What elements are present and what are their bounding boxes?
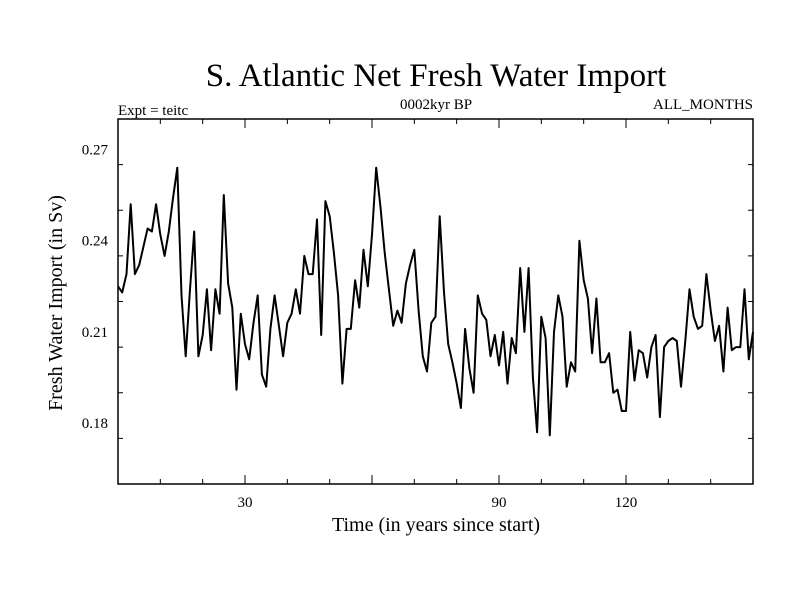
y-tick-label: 0.24 xyxy=(82,234,109,250)
series-line xyxy=(117,166,754,437)
plot-area: 30 90 120 0.18 0.21 0.24 0.27 xyxy=(82,118,754,511)
subtitle-left: Expt = teitc xyxy=(118,103,188,119)
chart-title: S. Atlantic Net Fresh Water Import xyxy=(206,58,667,94)
subtitle-center: 0002kyr BP xyxy=(400,97,472,113)
x-tick-label: 90 xyxy=(492,495,507,511)
subtitle-right: ALL_MONTHS xyxy=(653,97,753,113)
y-tick-label: 0.21 xyxy=(82,325,108,341)
x-tick-label: 30 xyxy=(238,495,253,511)
x-tick-label: 120 xyxy=(615,495,638,511)
y-axis-label: Fresh Water Import (in Sv) xyxy=(45,195,67,411)
y-tick-label: 0.27 xyxy=(82,142,109,158)
y-tick-label: 0.18 xyxy=(82,416,108,432)
x-axis-label: Time (in years since start) xyxy=(332,514,540,536)
